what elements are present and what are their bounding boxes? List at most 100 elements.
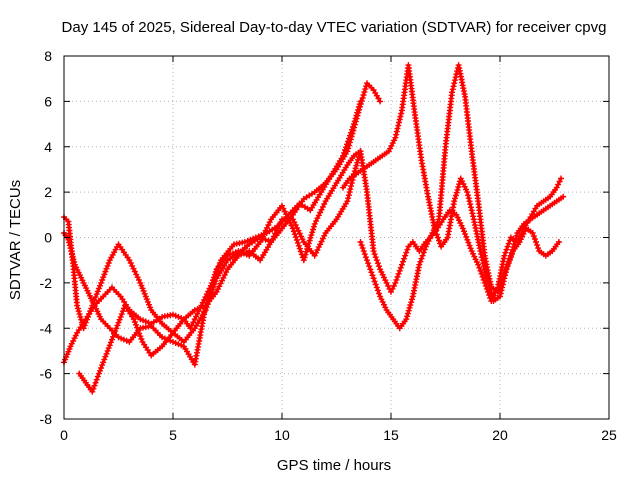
data-point-marker — [477, 267, 484, 274]
data-point-marker — [377, 98, 384, 105]
data-point-marker — [101, 271, 108, 278]
data-point-marker — [194, 306, 201, 312]
data-point-marker — [212, 269, 219, 276]
data-series — [61, 62, 567, 395]
data-point-marker — [130, 316, 137, 323]
data-point-marker — [134, 324, 140, 331]
data-point-marker — [349, 130, 356, 137]
data-point-marker — [67, 245, 74, 252]
data-point-marker — [348, 133, 355, 140]
data-point-marker — [99, 362, 106, 369]
data-point-marker — [357, 100, 364, 107]
data-point-marker — [91, 382, 98, 389]
x-tick-label: 15 — [383, 427, 399, 443]
data-point-marker — [103, 265, 110, 272]
data-point-marker — [140, 288, 147, 294]
data-point-marker — [94, 373, 101, 380]
data-point-marker — [104, 262, 111, 269]
data-point-marker — [296, 245, 303, 252]
data-point-marker — [219, 277, 226, 284]
data-point-marker — [403, 316, 410, 323]
data-point-marker — [98, 279, 105, 286]
data-point-marker — [100, 359, 107, 366]
data-point-marker — [109, 336, 115, 343]
data-point-marker — [302, 251, 309, 258]
data-point-marker — [105, 260, 112, 266]
data-point-marker — [453, 189, 460, 196]
data-point-marker — [467, 245, 474, 252]
data-point-marker — [77, 313, 84, 320]
data-point-marker — [511, 241, 518, 248]
data-point-marker — [207, 285, 214, 292]
data-point-marker — [461, 228, 467, 235]
data-point-marker — [372, 254, 379, 261]
y-tick-label: -2 — [40, 275, 53, 291]
data-point-marker — [373, 284, 380, 291]
data-point-marker — [94, 288, 101, 295]
data-point-marker — [402, 252, 409, 259]
data-point-marker — [478, 270, 485, 277]
data-point-marker — [534, 242, 541, 249]
data-point-marker — [357, 103, 363, 110]
x-tick-label: 20 — [492, 427, 508, 443]
data-point-marker — [369, 272, 376, 279]
data-point-marker — [300, 257, 307, 264]
data-point-marker — [120, 336, 127, 343]
data-point-marker — [502, 267, 509, 274]
data-point-marker — [100, 274, 107, 281]
data-point-marker — [459, 225, 466, 232]
data-point-marker — [83, 316, 90, 323]
data-point-marker — [102, 268, 109, 275]
data-point-marker — [418, 255, 425, 262]
data-point-marker — [294, 239, 301, 246]
data-point-marker — [310, 223, 317, 230]
data-point-marker — [353, 115, 360, 122]
data-point-marker — [404, 246, 411, 253]
data-point-marker — [436, 237, 442, 244]
data-point-marker — [476, 264, 483, 271]
data-point-marker — [372, 281, 379, 288]
data-point-marker — [465, 192, 471, 199]
data-point-marker — [116, 316, 123, 323]
data-point-marker — [211, 274, 218, 281]
data-point-marker — [66, 239, 73, 246]
data-point-marker — [364, 257, 370, 264]
data-point-marker — [397, 264, 404, 271]
data-point-marker — [488, 289, 494, 296]
data-point-marker — [510, 244, 517, 251]
data-point-marker — [345, 195, 352, 202]
data-point-marker — [89, 388, 96, 395]
data-point-marker — [92, 379, 99, 386]
y-tick-label: -4 — [40, 320, 53, 336]
data-point-marker — [86, 311, 93, 318]
data-point-marker — [371, 251, 378, 258]
data-point-marker — [74, 305, 81, 312]
data-point-marker — [102, 353, 109, 360]
data-point-marker — [112, 328, 119, 335]
x-axis-label: GPS time / hours — [277, 457, 391, 474]
data-point-marker — [346, 142, 353, 149]
data-point-marker — [417, 258, 424, 265]
data-point-marker — [419, 252, 426, 259]
data-point-marker — [80, 325, 87, 332]
data-point-marker — [397, 113, 404, 120]
data-point-marker — [118, 335, 125, 342]
data-point-marker — [206, 288, 213, 295]
data-point-marker — [110, 333, 116, 340]
data-point-marker — [495, 285, 502, 292]
grid — [64, 56, 609, 419]
y-tick-label: 4 — [44, 139, 52, 155]
data-point-marker — [90, 385, 97, 392]
data-point-marker — [374, 287, 381, 294]
y-tick-label: -8 — [40, 411, 53, 427]
data-point-marker — [503, 264, 510, 271]
data-point-marker — [452, 192, 459, 199]
data-point-marker — [138, 336, 145, 342]
data-point-marker — [463, 233, 470, 240]
data-point-marker — [507, 252, 514, 259]
data-point-marker — [175, 341, 182, 348]
data-point-marker — [533, 239, 539, 245]
data-point-marker — [365, 260, 372, 267]
data-point-marker — [95, 285, 102, 292]
